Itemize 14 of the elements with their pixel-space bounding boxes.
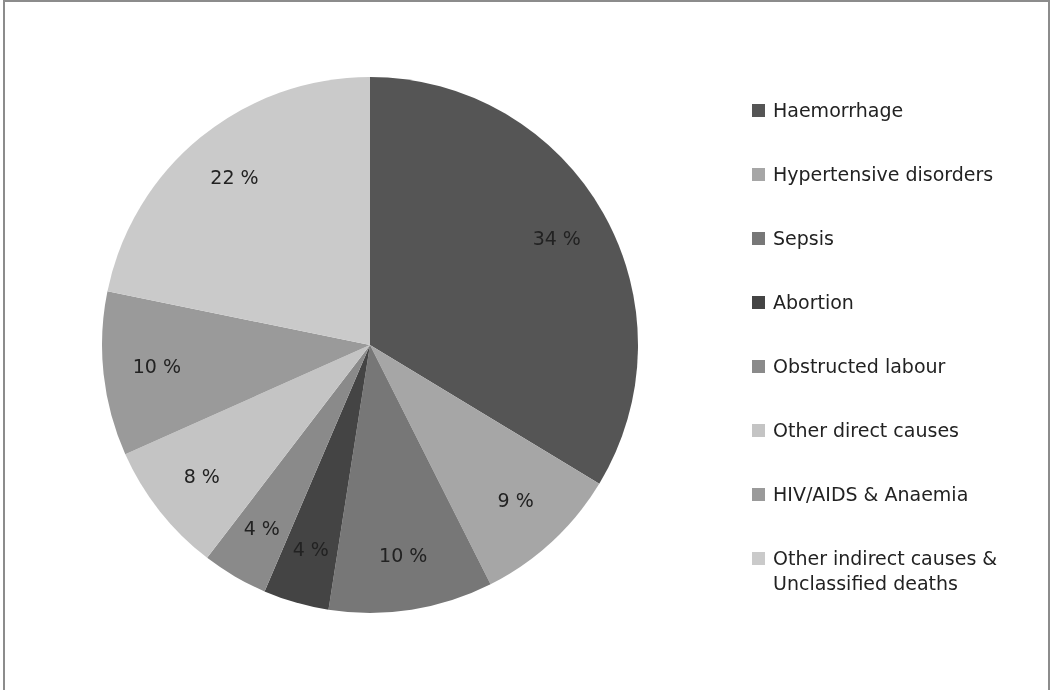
legend-label: Other indirect causes & Unclassified deaths bbox=[773, 546, 999, 596]
data-label: 8 % bbox=[183, 464, 220, 487]
legend-label: Obstructed labour bbox=[773, 354, 946, 379]
data-label: 22 % bbox=[210, 165, 259, 188]
legend-label: Abortion bbox=[773, 290, 854, 315]
legend-label: Haemorrhage bbox=[773, 98, 904, 123]
legend-label: Other direct causes bbox=[773, 418, 959, 443]
data-label: 10 % bbox=[379, 543, 428, 566]
legend-label: Hypertensive disorders bbox=[773, 162, 994, 187]
data-label: 9 % bbox=[497, 489, 534, 512]
data-label: 4 % bbox=[243, 517, 280, 540]
data-label: 10 % bbox=[132, 355, 182, 378]
legend-label: Sepsis bbox=[773, 226, 834, 251]
legend-label: HIV/AIDS & Anaemia bbox=[773, 482, 969, 507]
